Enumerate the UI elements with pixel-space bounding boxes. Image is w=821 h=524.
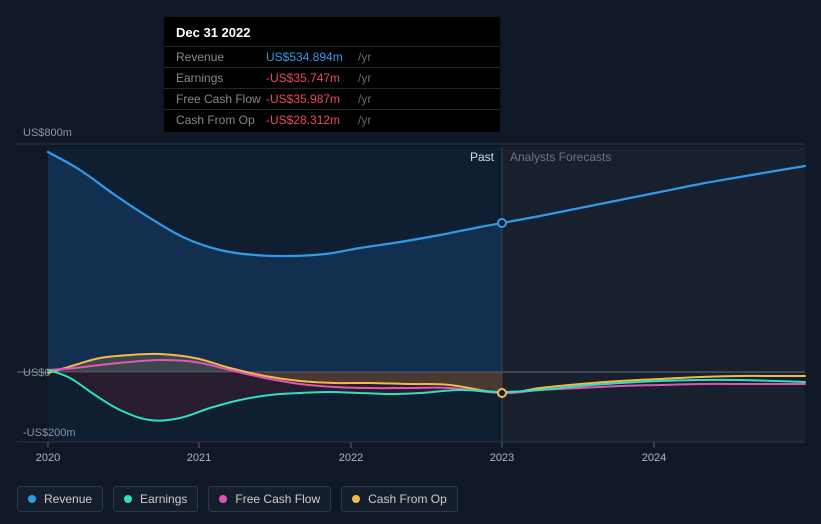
tooltip-row-cfo: Cash From Op -US$28.312m /yr xyxy=(164,109,500,130)
tooltip-unit: /yr xyxy=(358,113,371,127)
svg-text:US$0: US$0 xyxy=(23,367,51,379)
svg-text:-US$200m: -US$200m xyxy=(23,427,76,439)
tooltip-unit: /yr xyxy=(358,50,371,64)
tooltip-label: Earnings xyxy=(176,71,266,85)
tooltip-value: US$534.894m xyxy=(266,50,354,64)
legend-label: Cash From Op xyxy=(368,492,447,506)
tooltip-value: -US$28.312m xyxy=(266,113,354,127)
svg-text:2022: 2022 xyxy=(339,452,363,464)
svg-text:Past: Past xyxy=(470,150,495,164)
tooltip-date: Dec 31 2022 xyxy=(164,19,500,46)
legend-dot-icon xyxy=(219,495,227,503)
tooltip-row-revenue: Revenue US$534.894m /yr xyxy=(164,46,500,67)
tooltip-unit: /yr xyxy=(358,92,371,106)
legend-item-fcf[interactable]: Free Cash Flow xyxy=(208,486,331,512)
chart-tooltip: Dec 31 2022 Revenue US$534.894m /yr Earn… xyxy=(164,17,500,132)
legend-item-revenue[interactable]: Revenue xyxy=(17,486,103,512)
legend-item-cfo[interactable]: Cash From Op xyxy=(341,486,458,512)
tooltip-row-fcf: Free Cash Flow -US$35.987m /yr xyxy=(164,88,500,109)
legend-dot-icon xyxy=(28,495,36,503)
tooltip-unit: /yr xyxy=(358,71,371,85)
svg-text:2024: 2024 xyxy=(642,452,666,464)
svg-text:2023: 2023 xyxy=(490,452,514,464)
legend-label: Earnings xyxy=(140,492,187,506)
legend-label: Revenue xyxy=(44,492,92,506)
tooltip-value: -US$35.987m xyxy=(266,92,354,106)
tooltip-label: Revenue xyxy=(176,50,266,64)
tooltip-value: -US$35.747m xyxy=(266,71,354,85)
svg-text:Analysts Forecasts: Analysts Forecasts xyxy=(510,150,611,164)
legend-dot-icon xyxy=(124,495,132,503)
chart-legend: Revenue Earnings Free Cash Flow Cash Fro… xyxy=(17,486,458,512)
legend-dot-icon xyxy=(352,495,360,503)
svg-text:2020: 2020 xyxy=(36,452,60,464)
svg-text:2021: 2021 xyxy=(187,452,211,464)
legend-item-earnings[interactable]: Earnings xyxy=(113,486,198,512)
svg-text:US$800m: US$800m xyxy=(23,127,72,139)
tooltip-label: Free Cash Flow xyxy=(176,92,266,106)
legend-label: Free Cash Flow xyxy=(235,492,320,506)
tooltip-row-earnings: Earnings -US$35.747m /yr xyxy=(164,67,500,88)
tooltip-label: Cash From Op xyxy=(176,113,266,127)
